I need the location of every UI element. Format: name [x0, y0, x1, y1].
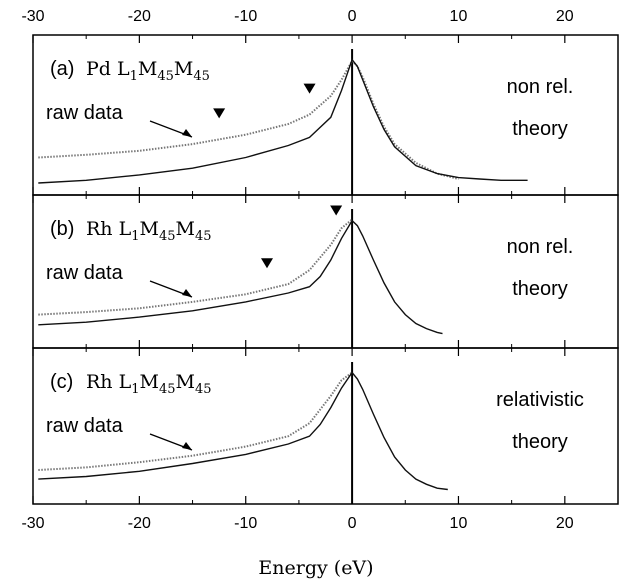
- panel-1: (a) Pd L1M45M45 raw data non rel. theory: [32, 34, 619, 196]
- triangle-marker: [303, 83, 316, 94]
- arrow-head: [182, 442, 192, 450]
- theory-line: [38, 58, 528, 184]
- panel-frame: [32, 347, 619, 505]
- theory-label: non rel.: [507, 76, 574, 98]
- triangle-marker: [213, 108, 226, 119]
- transition-label: Pd L1M45M45: [86, 58, 210, 84]
- top-tick-labels: -30 -20 -10 0 10 20: [21, 8, 573, 25]
- raw-data-label: raw data: [46, 262, 124, 284]
- transition-label: Rh L1M45M45: [86, 218, 212, 244]
- x-tick-label: -20: [128, 515, 151, 532]
- triangle-marker: [330, 205, 343, 216]
- panel-tag: (c): [50, 371, 73, 393]
- top-x-tick-label: -20: [128, 8, 151, 25]
- theory-label: theory: [512, 118, 568, 140]
- triangle-marker: [261, 258, 273, 269]
- panel-tag: (b): [50, 218, 74, 240]
- panel-2: (b) Rh L1M45M45 raw data non rel. theory: [32, 194, 619, 349]
- panel-3: (c) Rh L1M45M45 raw data relativistic theory: [32, 347, 619, 505]
- bottom-tick-labels: -30 -20 -10 0 10 20: [21, 515, 573, 532]
- top-x-tick-label: -30: [21, 8, 44, 25]
- x-tick-label: 10: [450, 515, 468, 532]
- x-tick-label: -30: [21, 515, 44, 532]
- panel-tag: (a): [50, 58, 74, 80]
- theory-label: relativistic: [496, 389, 584, 411]
- panels-group: (a) Pd L1M45M45 raw data non rel. theory (b) R…: [32, 34, 619, 505]
- x-tick-label: -10: [234, 515, 257, 532]
- theory-line: [38, 219, 443, 335]
- theory-label: theory: [512, 278, 568, 300]
- top-x-tick-label: 0: [348, 8, 357, 25]
- raw-data-label: raw data: [46, 102, 124, 124]
- top-x-tick-label: 10: [450, 8, 468, 25]
- x-tick-label: 0: [348, 515, 357, 532]
- top-x-tick-label: 20: [556, 8, 574, 25]
- top-x-tick-label: -10: [234, 8, 257, 25]
- x-tick-label: 20: [556, 515, 574, 532]
- theory-label: non rel.: [507, 236, 574, 258]
- theory-line: [38, 371, 448, 491]
- raw-data-label: raw data: [46, 415, 124, 437]
- arrow-head: [182, 289, 192, 297]
- arrow-head: [182, 129, 192, 137]
- transition-label: Rh L1M45M45: [86, 371, 212, 397]
- x-axis-label: Energy (eV): [258, 557, 373, 579]
- raw-data-line: [38, 59, 459, 180]
- theory-label: theory: [512, 431, 568, 453]
- raw-data-line: [38, 371, 353, 471]
